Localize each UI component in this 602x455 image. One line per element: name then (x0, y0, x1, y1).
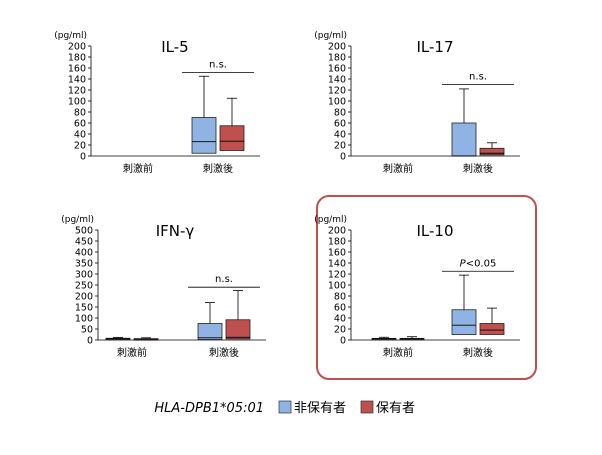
y-tick-label: 100 (328, 281, 346, 292)
y-tick-label: 150 (75, 303, 93, 314)
y-tick-label: 20 (334, 141, 346, 152)
y-tick-label: 120 (68, 86, 86, 97)
x-category-label: 刺激前 (117, 346, 147, 359)
x-category-label: 刺激後 (203, 162, 233, 175)
box-non-carrier (451, 274, 477, 335)
box-body (479, 323, 505, 335)
y-tick-label: 20 (334, 325, 346, 336)
y-tick-label: 200 (75, 292, 93, 303)
y-tick-label: 450 (75, 237, 93, 248)
box-body (191, 117, 217, 154)
y-tick-label: 80 (334, 292, 346, 303)
significance-label: n.s. (215, 274, 233, 285)
legend-swatch-carrier (360, 400, 374, 414)
y-axis-unit: (pg/ml) (61, 215, 94, 225)
y-tick-label: 120 (328, 270, 346, 281)
y-tick-label: 40 (334, 314, 346, 325)
x-category-label: 刺激前 (123, 162, 153, 175)
box-carrier (399, 336, 425, 341)
y-tick-label: 200 (328, 226, 346, 237)
y-tick-label: 160 (328, 248, 346, 259)
y-tick-label: 180 (68, 53, 86, 64)
box-body (451, 122, 477, 157)
y-axis-unit: (pg/ml) (54, 31, 87, 41)
y-tick-label: 40 (334, 130, 346, 141)
y-tick-label: 100 (68, 97, 86, 108)
y-tick-label: 100 (328, 97, 346, 108)
box-carrier (225, 290, 251, 340)
y-tick-label: 500 (75, 226, 93, 237)
box-carrier (479, 142, 505, 156)
box-body (219, 125, 245, 151)
y-tick-label: 140 (328, 75, 346, 86)
y-tick-label: 180 (328, 237, 346, 248)
significance-label: n.s. (209, 59, 227, 70)
y-tick-label: 180 (328, 53, 346, 64)
y-tick-label: 160 (328, 64, 346, 75)
x-category-label: 刺激後 (463, 162, 493, 175)
y-tick-label: 80 (74, 108, 86, 119)
box-body (479, 147, 505, 156)
y-tick-label: 300 (75, 270, 93, 281)
y-tick-label: 400 (75, 248, 93, 259)
box-non-carrier (105, 336, 131, 341)
box-non-carrier (191, 75, 217, 154)
box-carrier (133, 337, 159, 341)
box-non-carrier (451, 88, 477, 157)
p-value: <0.05 (466, 258, 497, 269)
legend-label-carrier: 保有者 (376, 401, 415, 416)
y-tick-label: 60 (74, 119, 86, 130)
y-tick-label: 140 (68, 75, 86, 86)
x-category-label: 刺激前 (383, 162, 413, 175)
y-tick-label: 100 (75, 314, 93, 325)
y-tick-label: 350 (75, 259, 93, 270)
y-tick-label: 20 (74, 141, 86, 152)
panel-ifn-: IFN-γ (pg/ml) 0501001502002503003504004505… (61, 215, 266, 359)
x-category-label: 刺激前 (383, 346, 413, 359)
y-tick-label: 250 (75, 281, 93, 292)
y-tick-label: 40 (74, 130, 86, 141)
p-symbol: P (460, 258, 467, 269)
y-tick-label: 0 (340, 336, 346, 347)
y-tick-label: 80 (334, 108, 346, 119)
panel-title: IL-5 (161, 38, 188, 56)
box-body (451, 309, 477, 335)
panel-title: IL-17 (416, 38, 453, 56)
y-tick-label: 140 (328, 259, 346, 270)
y-tick-label: 0 (340, 152, 346, 163)
box-non-carrier (197, 302, 223, 340)
y-tick-label: 0 (87, 336, 93, 347)
significance-label: n.s. (469, 72, 487, 83)
box-non-carrier (371, 336, 397, 341)
x-category-label: 刺激後 (209, 346, 239, 359)
highlight-frame (316, 195, 537, 380)
panel-title: IFN-γ (156, 222, 195, 240)
y-tick-label: 120 (328, 86, 346, 97)
legend: HLA-DPB1*05:01 非保有者 保有者 (154, 400, 415, 416)
legend-label-non-carrier: 非保有者 (294, 401, 346, 416)
box-carrier (219, 97, 245, 151)
x-category-label: 刺激後 (463, 346, 493, 359)
legend-swatch-non-carrier (278, 400, 292, 414)
y-tick-label: 50 (81, 325, 93, 336)
y-tick-label: 0 (80, 152, 86, 163)
legend-title: HLA-DPB1*05:01 (154, 401, 264, 416)
box-body (197, 323, 223, 340)
box-carrier (479, 307, 505, 335)
y-tick-label: 160 (68, 64, 86, 75)
panel-title: IL-10 (416, 222, 453, 240)
y-axis-unit: (pg/ml) (314, 215, 347, 225)
y-tick-label: 60 (334, 303, 346, 314)
y-tick-label: 60 (334, 119, 346, 130)
significance-label: P<0.05 (460, 258, 497, 269)
box-body (225, 319, 251, 340)
y-tick-label: 200 (328, 42, 346, 53)
y-axis-unit: (pg/ml) (314, 31, 347, 41)
y-tick-label: 200 (68, 42, 86, 53)
